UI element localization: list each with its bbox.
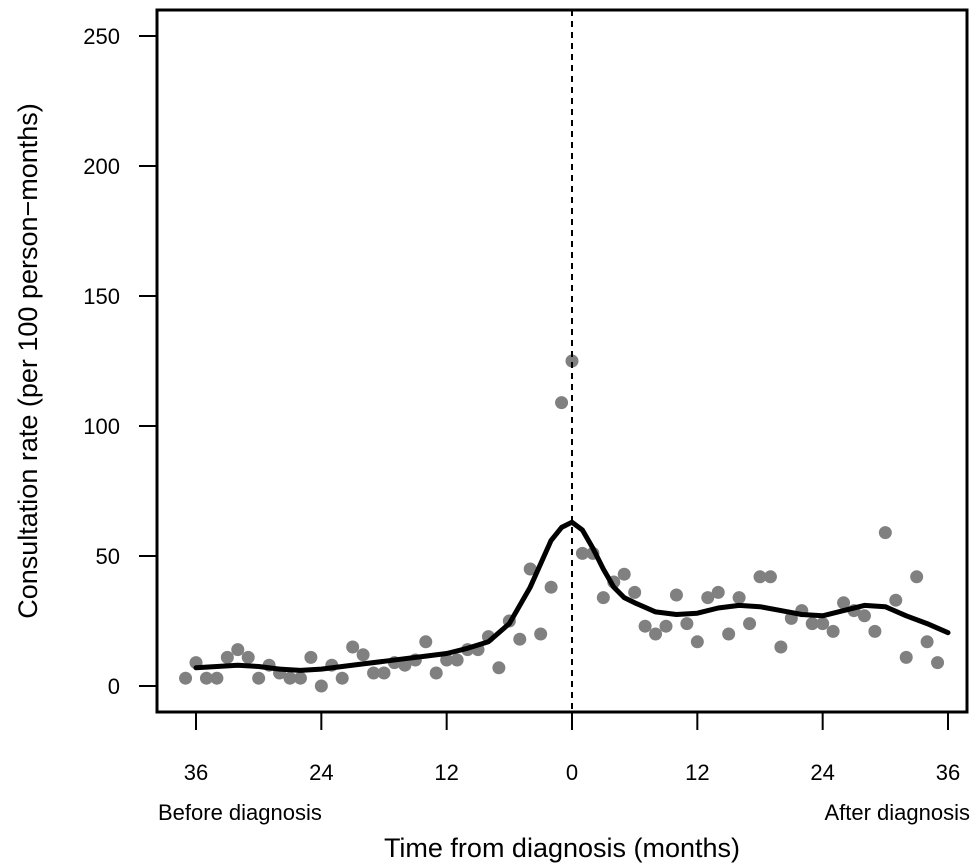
data-point — [805, 617, 819, 631]
data-point — [241, 650, 255, 664]
y-tick-label: 200 — [83, 154, 120, 179]
before-diagnosis-label: Before diagnosis — [158, 800, 322, 825]
y-tick-label: 150 — [83, 284, 120, 309]
data-point — [816, 617, 830, 631]
data-point — [753, 570, 767, 584]
data-point — [252, 671, 266, 685]
y-tick-label: 100 — [83, 414, 120, 439]
x-tick-label: 12 — [434, 760, 458, 785]
x-tick-label: 36 — [936, 760, 960, 785]
data-point — [857, 609, 871, 623]
data-point — [534, 627, 548, 641]
y-tick-label: 0 — [108, 674, 120, 699]
data-point — [628, 585, 642, 599]
data-point — [920, 635, 934, 649]
data-point — [283, 671, 297, 685]
data-point — [367, 666, 381, 680]
data-point — [398, 658, 412, 672]
y-axis: 0 50 100 150 200 250 — [83, 24, 157, 699]
data-point — [419, 635, 433, 649]
data-point — [732, 591, 746, 605]
x-tick-label: 24 — [309, 760, 333, 785]
data-point — [826, 624, 840, 638]
data-point — [356, 648, 370, 662]
data-point — [220, 650, 234, 664]
data-point — [293, 671, 307, 685]
data-point — [638, 619, 652, 633]
data-point — [440, 653, 454, 667]
data-point — [690, 635, 704, 649]
data-point — [659, 619, 673, 633]
data-point — [231, 643, 245, 657]
x-tick-label: 36 — [184, 760, 208, 785]
data-point — [335, 671, 349, 685]
data-point — [868, 624, 882, 638]
data-point — [910, 570, 924, 584]
data-point — [492, 661, 506, 675]
data-point — [179, 671, 193, 685]
data-point — [722, 627, 736, 641]
data-point — [555, 396, 569, 410]
data-point — [513, 632, 527, 646]
data-point — [210, 671, 224, 685]
data-point — [304, 650, 318, 664]
data-point — [346, 640, 360, 654]
y-tick-label: 50 — [96, 544, 120, 569]
plot-frame — [155, 8, 969, 714]
data-point — [565, 354, 579, 368]
data-point — [899, 650, 913, 664]
x-tick-label: 0 — [566, 760, 578, 785]
data-point — [544, 580, 558, 594]
x-axis-title: Time from diagnosis (months) — [384, 833, 740, 863]
data-point — [878, 526, 892, 540]
data-point — [931, 656, 945, 670]
data-points — [179, 354, 945, 693]
x-axis: 36 24 12 0 12 24 36 — [184, 712, 960, 785]
data-point — [523, 562, 537, 576]
y-axis-title: Consultation rate (per 100 person−months… — [13, 103, 43, 619]
data-point — [314, 679, 328, 693]
data-point — [774, 640, 788, 654]
y-tick-label: 250 — [83, 24, 120, 49]
data-point — [596, 591, 610, 605]
x-tick-label: 24 — [810, 760, 834, 785]
smoothed-trend-line — [193, 519, 951, 673]
data-point — [649, 627, 663, 641]
data-point — [763, 570, 777, 584]
data-point — [575, 546, 589, 560]
data-point — [711, 585, 725, 599]
x-tick-label: 12 — [685, 760, 709, 785]
data-point — [701, 591, 715, 605]
data-point — [377, 666, 391, 680]
data-point — [680, 617, 694, 631]
data-point — [450, 653, 464, 667]
after-diagnosis-label: After diagnosis — [824, 800, 970, 825]
data-point — [429, 666, 443, 680]
data-point — [889, 593, 903, 607]
data-point — [199, 671, 213, 685]
data-point — [617, 567, 631, 581]
data-point — [837, 596, 851, 610]
data-point — [669, 588, 683, 602]
data-point — [743, 617, 757, 631]
